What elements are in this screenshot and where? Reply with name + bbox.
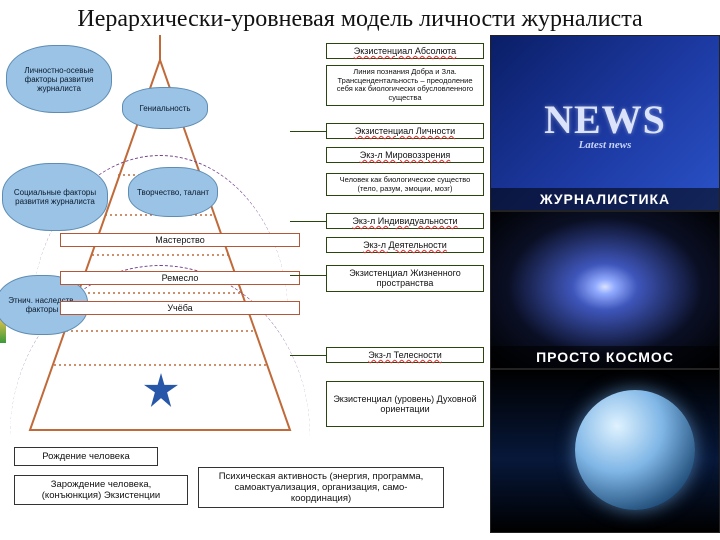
level-mastery: Мастерство: [60, 233, 300, 247]
globe-sphere: [575, 390, 695, 510]
label-lifespace: Экзистенциал Жизненного пространства: [326, 265, 484, 292]
cloud-personal-factors: Личностно-осевые факторы развития журнал…: [6, 45, 112, 113]
news-overlay: NEWS Latest news: [491, 36, 719, 210]
label-absolute: Экзистенциал Абсолюта: [326, 43, 484, 59]
label-corporality: Экз-л Телесности: [326, 347, 484, 363]
image-news: NEWS Latest news ЖУРНАЛИСТИКА: [490, 35, 720, 211]
page-title: Иерархически-уровневая модель личности ж…: [0, 0, 720, 35]
level-study: Учёба: [60, 301, 300, 315]
label-individuality: Экз-л Индивидуальности: [326, 213, 484, 229]
diagram-stage: Личностно-осевые факторы развития журнал…: [0, 35, 720, 533]
label-bio-sub: Человек как биологическое существо (тело…: [326, 173, 484, 196]
box-birth: Рождение человека: [14, 447, 158, 466]
cloud-creativity: Творчество, талант: [128, 167, 218, 217]
cloud-social-factors: Социальные факторы развития журналиста: [2, 163, 108, 231]
news-heading: NEWS: [544, 96, 666, 143]
label-activity: Экз-л Деятельности: [326, 237, 484, 253]
cloud-genius: Гениальность: [122, 87, 208, 129]
image-column: NEWS Latest news ЖУРНАЛИСТИКА ПРОСТО КОС…: [490, 35, 720, 533]
labels-column: Экзистенциал Абсолюта Линия познания Доб…: [320, 35, 490, 533]
level-craft: Ремесло: [60, 271, 300, 285]
label-personality: Экзистенциал Личности: [326, 123, 484, 139]
news-sub: Latest news: [579, 139, 632, 151]
connector-3: [290, 275, 326, 276]
connector-1: [290, 131, 326, 132]
image-globe: [490, 369, 720, 533]
label-absolute-sub: Линия познания Добра и Зла. Трансцендент…: [326, 65, 484, 106]
image-galaxy: ПРОСТО КОСМОС: [490, 211, 720, 369]
label-spiritual: Экзистенциал (уровень) Духовной ориентац…: [326, 381, 484, 427]
label-worldview: Экз-л Мировоззрения: [326, 147, 484, 163]
connector-2: [290, 221, 326, 222]
box-psych: Психическая активность (энергия, програм…: [198, 467, 444, 508]
caption-cosmos: ПРОСТО КОСМОС: [491, 346, 719, 368]
box-origin: Зарождение человека, (конъюнкция) Экзист…: [14, 475, 188, 505]
connector-4: [290, 355, 326, 356]
